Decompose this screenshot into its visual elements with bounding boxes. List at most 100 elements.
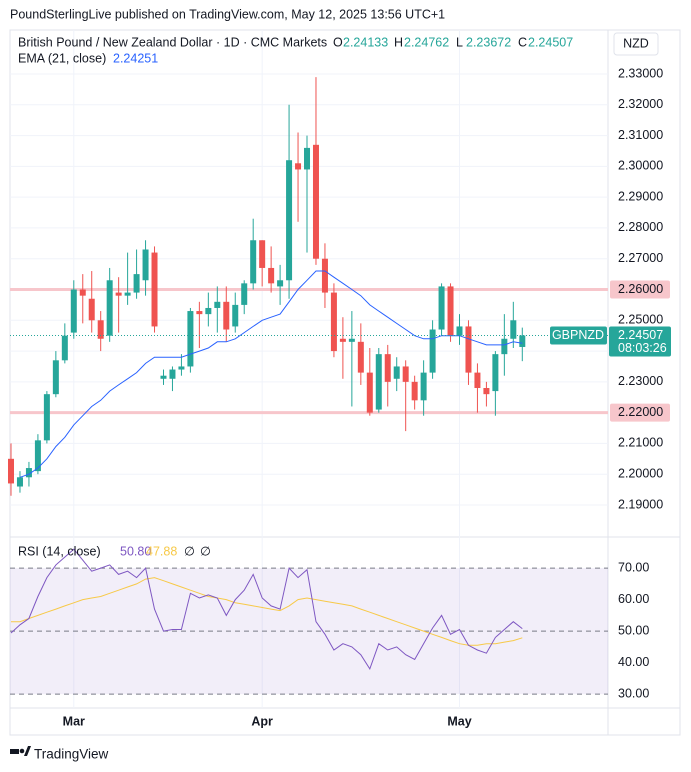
candle-body	[420, 372, 427, 401]
candle-body	[133, 274, 140, 293]
chart-title: British Pound / New Zealand Dollar · 1D …	[18, 35, 327, 49]
candle-body	[483, 388, 490, 395]
candle-body	[178, 366, 185, 370]
ema-line	[19, 270, 523, 478]
candle-body	[61, 335, 68, 361]
candle-body	[492, 354, 499, 392]
x-tick-label: May	[447, 714, 471, 728]
last-price: 2.24507	[618, 328, 663, 342]
rsi-line	[10, 548, 523, 671]
y-tick-label: 2.21000	[618, 436, 663, 450]
candle-body	[465, 326, 472, 373]
candle-body	[501, 338, 508, 355]
candle-body	[375, 354, 382, 410]
ohlc-value: 2.24507	[528, 35, 573, 49]
candle-body	[106, 280, 113, 336]
candle-body	[330, 292, 337, 352]
candle-body	[115, 292, 122, 296]
candle-body	[16, 477, 23, 487]
currency-border	[613, 32, 659, 56]
y-tick-label: 2.32000	[618, 97, 663, 111]
frame	[9, 29, 681, 736]
candle-body	[142, 249, 149, 281]
y-tick-label: 2.22000	[618, 405, 663, 419]
candle-body	[214, 301, 221, 308]
overlay-value: 2.24251	[113, 51, 158, 65]
candle-body	[8, 458, 14, 484]
rsi-value: 50.80	[120, 544, 151, 558]
candle-body	[366, 372, 373, 413]
rsi-title: RSI (14, close)	[18, 544, 101, 558]
y-tick-label: 2.28000	[618, 220, 663, 234]
ohlc-label: C	[518, 35, 527, 49]
y-tick-label: 50.00	[618, 623, 649, 637]
y-tick-label: 2.23000	[618, 374, 663, 388]
candle-body	[411, 381, 418, 401]
candle-body	[393, 366, 400, 379]
candle-body	[348, 338, 355, 342]
symbol-label: GBPNZD	[552, 328, 604, 342]
publisher: PoundSterlingLive published on TradingVi…	[10, 7, 445, 21]
brand: TradingView	[34, 747, 109, 762]
logo	[10, 746, 31, 756]
currency: NZD	[623, 36, 649, 50]
x-tick-label: Apr	[251, 714, 273, 728]
candle-body	[205, 307, 212, 315]
y-tick-label: 2.31000	[618, 128, 663, 142]
candle-body	[34, 440, 41, 472]
ohlc-value: 2.24133	[343, 35, 388, 49]
candle-body	[456, 326, 463, 336]
candle-body	[241, 283, 248, 305]
candle-body	[357, 341, 364, 373]
tick-highlight	[610, 403, 670, 422]
candle-body	[286, 160, 293, 281]
candle-body	[438, 286, 445, 330]
candle-body	[187, 311, 194, 367]
tick-highlight	[610, 280, 670, 299]
y-tick-label: 2.26000	[618, 282, 663, 296]
x-tick-label: Mar	[63, 714, 85, 728]
candle-body	[88, 298, 95, 321]
candle-body	[304, 147, 311, 170]
candle-body	[474, 372, 481, 389]
candle-body	[151, 252, 158, 327]
candle-body	[295, 163, 302, 170]
rsi-value: 47.88	[146, 544, 177, 558]
candle-body	[510, 320, 517, 339]
y-tick-label: 30.00	[618, 686, 649, 700]
y-tick-label: 2.27000	[618, 251, 663, 265]
price-tag	[609, 326, 671, 357]
ohlc-value: 2.24762	[404, 35, 449, 49]
y-tick-label: 70.00	[618, 560, 649, 574]
candle-body	[339, 338, 346, 342]
y-tick-label: 2.25000	[618, 313, 663, 327]
countdown: 08:03:26	[618, 341, 667, 355]
candle-body	[384, 354, 391, 382]
candle-body	[321, 258, 328, 293]
rsi-extra: ∅	[184, 544, 195, 558]
candle-body	[232, 304, 239, 327]
candle-body	[196, 311, 203, 315]
candle-body	[223, 301, 230, 330]
candle-body	[447, 286, 454, 336]
y-tick-label: 2.29000	[618, 189, 663, 203]
candle-body	[312, 144, 319, 259]
candle-body	[124, 292, 131, 296]
y-tick-label: 2.20000	[618, 466, 663, 480]
overlay-name: EMA (21, close)	[18, 51, 106, 65]
y-tick-label: 2.30000	[618, 159, 663, 173]
candle-body	[97, 320, 104, 339]
candle-body	[160, 375, 167, 379]
y-tick-label: 40.00	[618, 655, 649, 669]
candle-body	[43, 394, 50, 441]
candle-body	[429, 329, 436, 373]
rsi-line	[11, 577, 523, 646]
candle-body	[402, 366, 409, 382]
rsi-extra: ∅	[200, 544, 211, 558]
ohlc-value: 2.23672	[466, 35, 511, 49]
candle-body	[259, 240, 266, 268]
candle-body	[268, 267, 275, 284]
candle-body	[25, 468, 32, 478]
symbol-tag	[550, 326, 607, 345]
